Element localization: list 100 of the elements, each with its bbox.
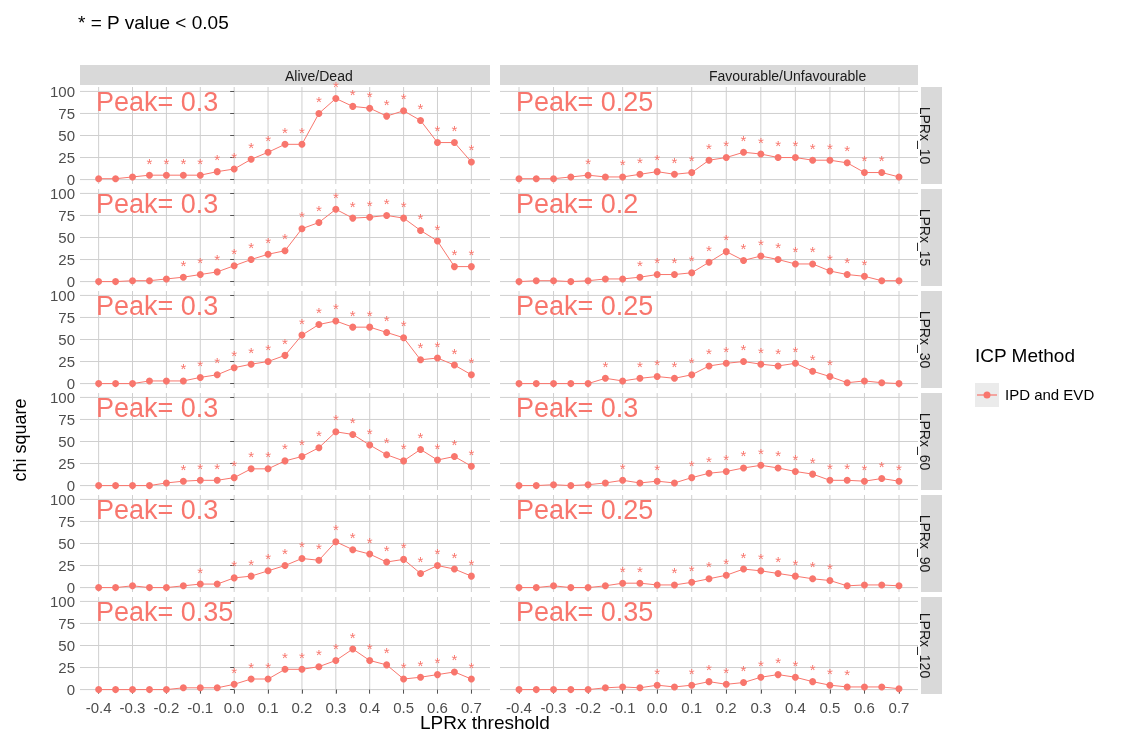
point — [298, 140, 306, 148]
point — [532, 380, 540, 388]
data-label: * — [383, 311, 390, 329]
point — [129, 173, 137, 181]
point — [95, 175, 103, 183]
point — [860, 477, 868, 485]
point — [281, 140, 289, 148]
point — [315, 321, 323, 329]
point — [567, 380, 575, 388]
data-label: * — [383, 644, 390, 662]
point — [112, 482, 120, 490]
data-label: * — [231, 148, 238, 166]
point — [162, 584, 170, 592]
point — [705, 678, 713, 686]
point — [179, 171, 187, 179]
data-label: * — [315, 202, 322, 220]
point — [515, 686, 523, 694]
data-label: * — [180, 460, 187, 478]
point — [601, 173, 609, 181]
data-label: * — [757, 444, 764, 462]
data-label: * — [197, 154, 204, 172]
point — [532, 686, 540, 694]
point — [433, 671, 441, 679]
data-label: * — [878, 458, 885, 476]
point — [383, 558, 391, 566]
data-label: * — [792, 656, 799, 674]
data-label: * — [282, 123, 289, 141]
point — [740, 464, 748, 472]
point — [688, 474, 696, 482]
data-label: * — [299, 123, 306, 141]
point — [145, 171, 153, 179]
point — [619, 683, 627, 691]
annotation: Peak= 0.3 — [96, 494, 219, 525]
point — [860, 683, 868, 691]
data-label: * — [146, 154, 153, 172]
point — [757, 360, 765, 368]
point — [826, 476, 834, 484]
point — [878, 277, 886, 285]
point — [383, 661, 391, 669]
point — [584, 584, 592, 592]
data-label: * — [400, 90, 407, 108]
point — [264, 148, 272, 156]
point — [636, 374, 644, 382]
point — [433, 237, 441, 245]
point — [740, 358, 748, 366]
data-label: * — [451, 651, 458, 669]
point — [162, 686, 170, 694]
data-label: * — [332, 411, 339, 429]
point — [332, 656, 340, 664]
x-tick-label: -0.1 — [187, 699, 214, 716]
point — [450, 452, 458, 460]
point — [843, 683, 851, 691]
point — [722, 154, 730, 162]
data-label: * — [332, 300, 339, 318]
point — [878, 379, 886, 387]
y-tick-label: 75 — [58, 308, 75, 326]
data-label: * — [757, 343, 764, 361]
point — [383, 112, 391, 120]
data-label: * — [809, 350, 816, 368]
annotation: Peak= 0.3 — [96, 86, 219, 117]
point — [515, 380, 523, 388]
data-label: * — [366, 639, 373, 657]
data-label: * — [688, 152, 695, 170]
data-label: * — [366, 306, 373, 324]
chart-title: Favourable/Unfavourable — [708, 68, 867, 84]
point — [366, 104, 374, 112]
point — [383, 211, 391, 219]
data-label: * — [315, 92, 322, 110]
point — [95, 278, 103, 286]
data-label: * — [809, 243, 816, 261]
point — [826, 156, 834, 164]
data-label: * — [434, 337, 441, 355]
annotation: Peak= 0.25 — [516, 290, 654, 321]
point — [247, 572, 255, 580]
data-label: * — [671, 564, 678, 582]
x-tick-label: 0.2 — [291, 699, 313, 716]
annotation: Peak= 0.25 — [516, 494, 654, 525]
point — [636, 579, 644, 587]
data-label: * — [740, 548, 747, 566]
point — [705, 156, 713, 164]
x-tick-label: 0.1 — [681, 699, 703, 716]
data-label: * — [299, 648, 306, 666]
point — [179, 377, 187, 385]
point — [688, 269, 696, 277]
data-label: * — [826, 459, 833, 477]
x-tick-label: -0.3 — [119, 699, 146, 716]
point — [129, 277, 137, 285]
data-label: * — [248, 658, 255, 676]
point — [433, 139, 441, 147]
point — [601, 479, 609, 487]
data-label: * — [826, 664, 833, 682]
point — [740, 679, 748, 687]
point — [179, 684, 187, 692]
point — [264, 250, 272, 258]
point — [619, 476, 627, 484]
data-label: * — [706, 452, 713, 470]
y-tick-label: 50 — [58, 127, 75, 144]
point — [791, 467, 799, 475]
point — [281, 247, 289, 255]
point — [550, 686, 558, 694]
